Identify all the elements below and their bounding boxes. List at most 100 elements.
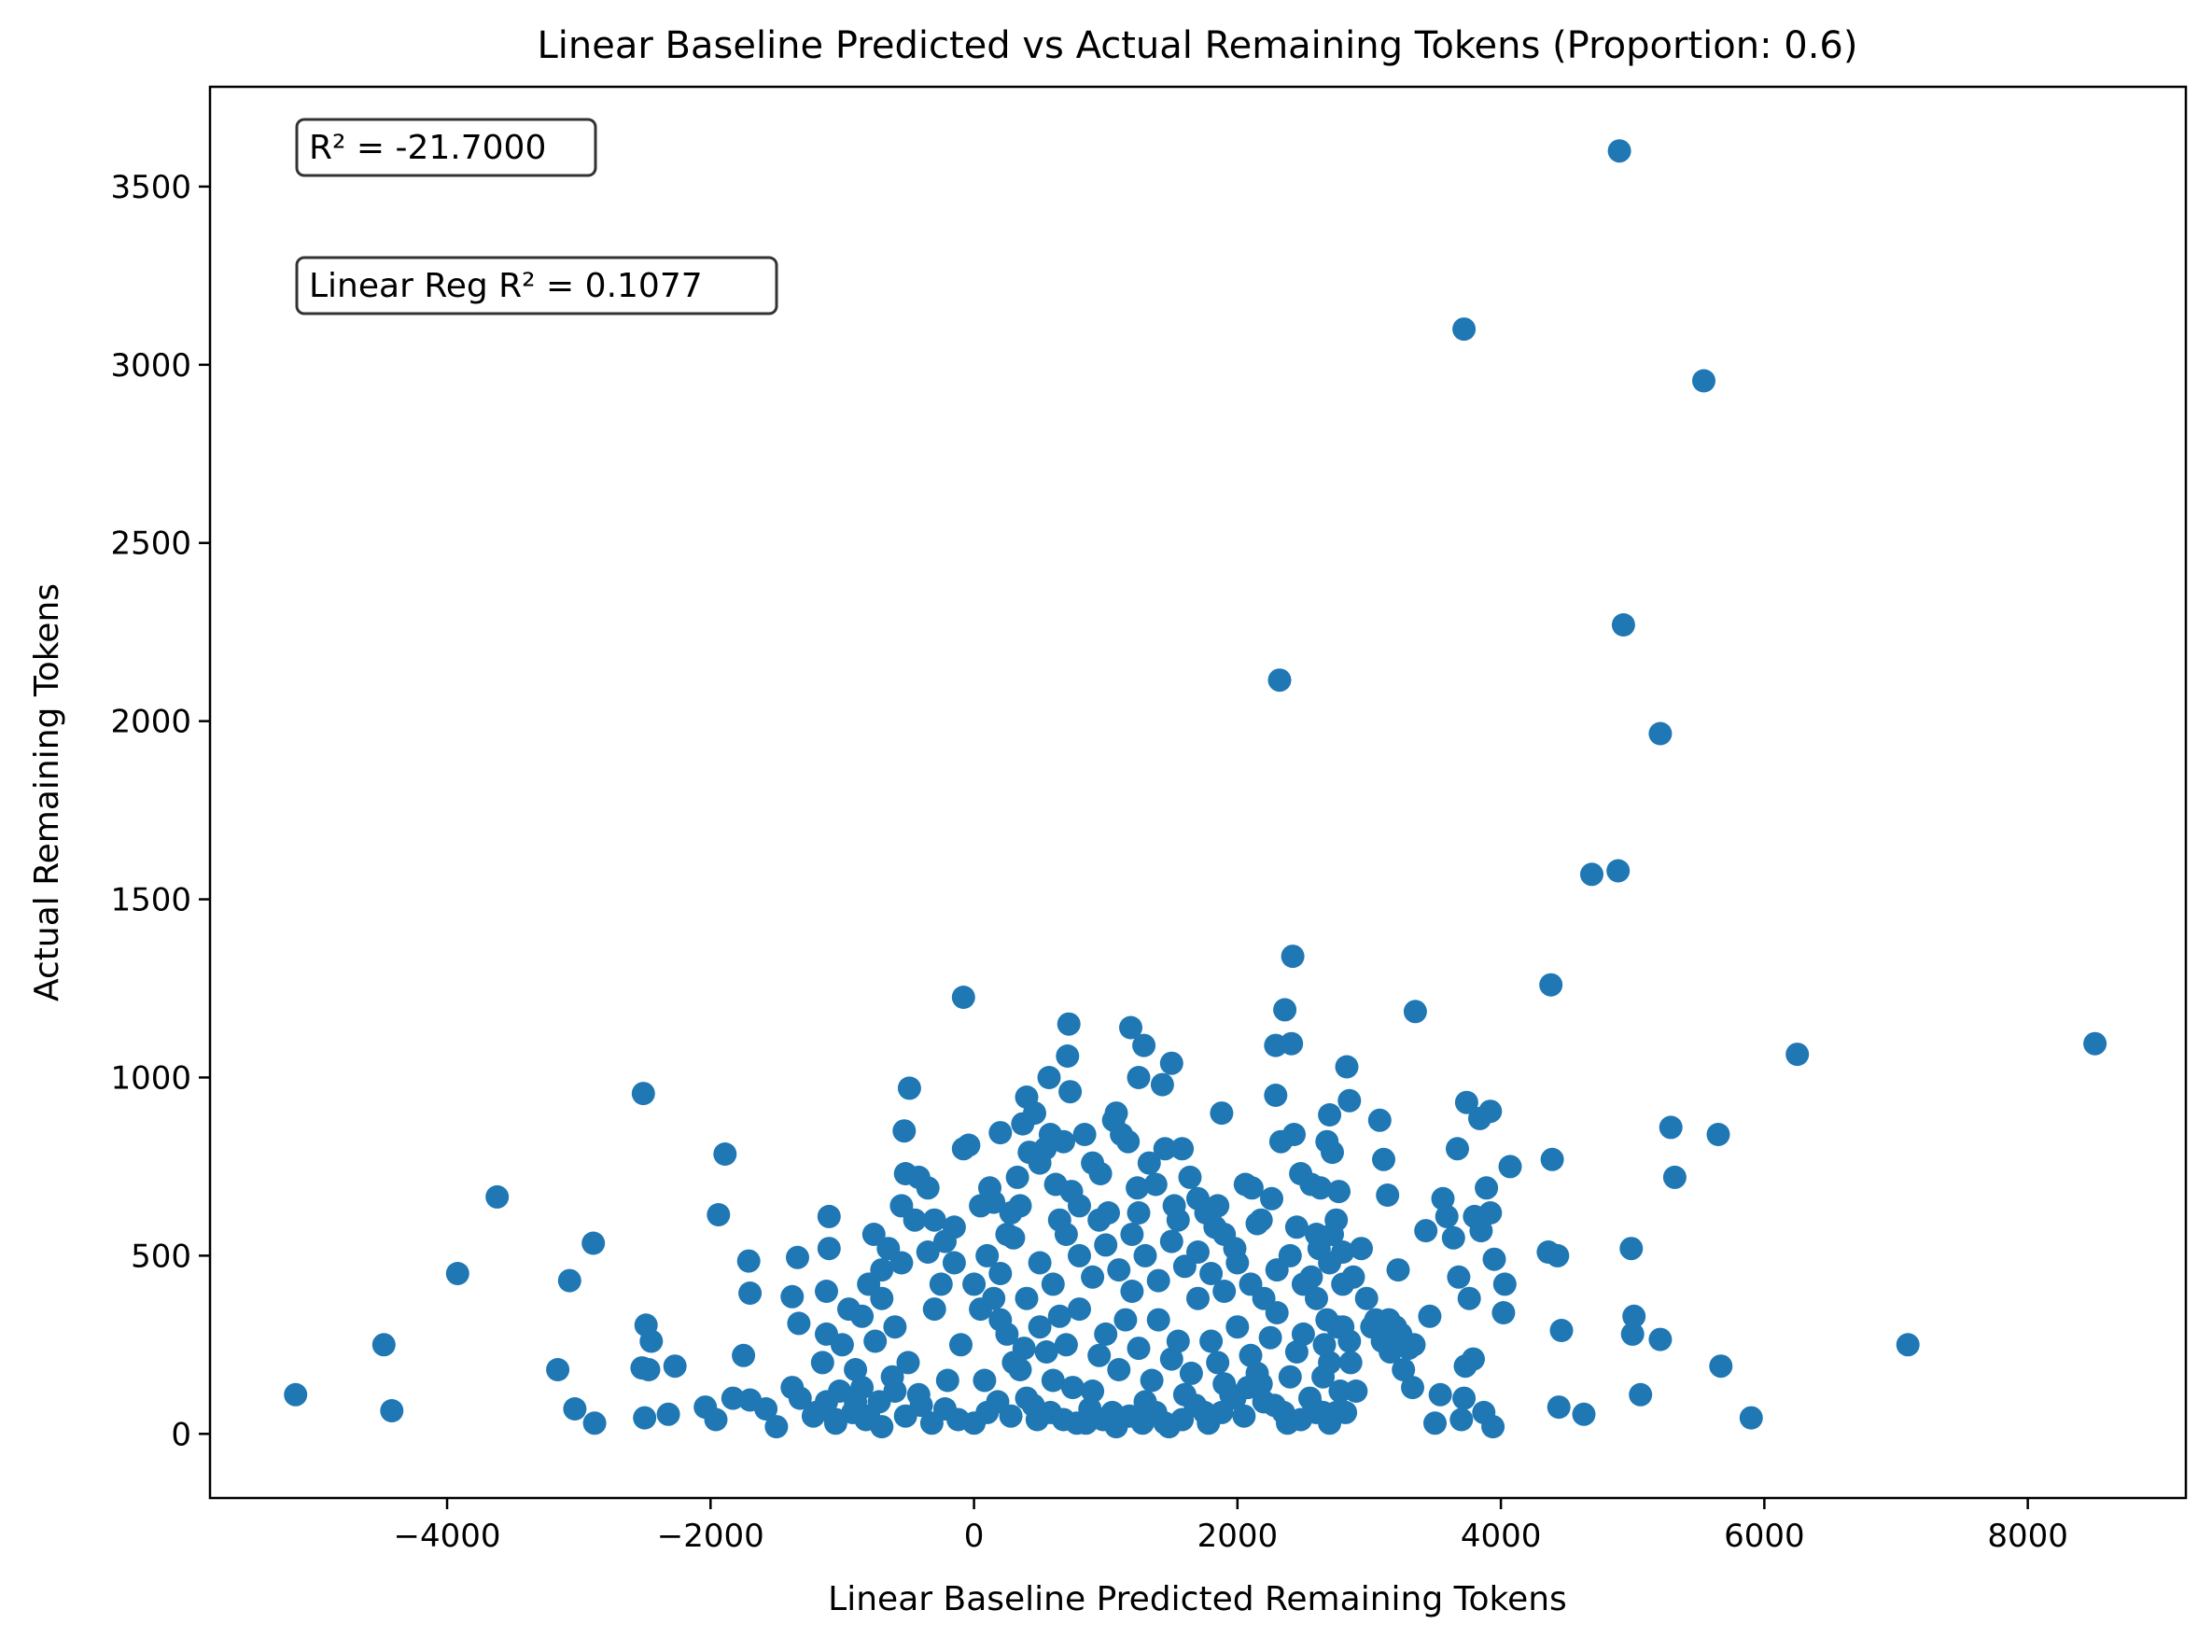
scatter-point (1127, 1201, 1151, 1225)
scatter-point (830, 1333, 854, 1357)
scatter-point (815, 1280, 838, 1303)
scatter-point (922, 1208, 946, 1232)
scatter-point (897, 1076, 921, 1100)
scatter-point (1337, 1088, 1362, 1113)
scatter-point (1068, 1243, 1091, 1267)
scatter-point (1199, 1329, 1224, 1353)
scatter-point (764, 1415, 789, 1439)
scatter-point (916, 1176, 940, 1200)
scatter-point (1068, 1194, 1091, 1218)
scatter-point (1094, 1233, 1118, 1257)
scatter-point (1376, 1183, 1400, 1207)
scatter-point (1120, 1280, 1144, 1303)
scatter-point (1372, 1147, 1395, 1171)
scatter-point (1334, 1400, 1358, 1424)
x-tick-label: −4000 (394, 1518, 501, 1555)
scatter-point (754, 1397, 778, 1421)
scatter-point (1005, 1165, 1029, 1189)
scatter-point (1183, 1393, 1208, 1418)
scatter-point (1023, 1101, 1046, 1126)
scatter-point (916, 1240, 940, 1264)
scatter-point (1133, 1243, 1157, 1267)
scatter-point (1706, 1123, 1730, 1146)
scatter-point (1146, 1308, 1170, 1332)
x-axis-ticks: −4000 −2000 0 2000 4000 6000 8000 (394, 1498, 2068, 1555)
y-tick-label: 500 (131, 1238, 191, 1275)
y-tick-label: 3500 (110, 169, 191, 206)
y-tick-label: 2500 (110, 525, 191, 563)
scatter-point (1379, 1340, 1403, 1364)
scatter-point (1491, 1301, 1516, 1324)
scatter-point (1186, 1286, 1210, 1310)
scatter-point (1119, 1015, 1142, 1040)
scatter-point (1328, 1379, 1352, 1403)
scatter-point (1206, 1351, 1230, 1375)
scatter-point (1264, 1084, 1288, 1107)
scatter-point (942, 1251, 966, 1275)
scatter-point (1206, 1194, 1230, 1218)
scatter-point (637, 1358, 661, 1381)
scatter-point (883, 1315, 907, 1339)
scatter-point (1447, 1265, 1471, 1289)
scatter-point (892, 1119, 917, 1143)
scatter-point (1212, 1280, 1237, 1303)
scatter-point (1481, 1415, 1505, 1439)
scatter-point (1367, 1108, 1392, 1132)
scatter-point (870, 1286, 894, 1310)
scatter-point (1280, 1031, 1304, 1056)
scatter-point (1060, 1376, 1085, 1400)
scatter-point (1239, 1343, 1263, 1367)
scatter-point (1008, 1194, 1032, 1218)
scatter-point (633, 1406, 657, 1430)
scatter-point (1335, 1055, 1359, 1079)
scatter-point (732, 1343, 756, 1367)
scatter-point (1309, 1176, 1333, 1200)
scatter-point (284, 1382, 308, 1407)
scatter-point (1225, 1315, 1250, 1339)
scatter-point (1179, 1361, 1203, 1385)
scatter-point (1041, 1272, 1065, 1296)
scatter-point (988, 1121, 1013, 1145)
scatter-point (1606, 859, 1631, 883)
scatter-point (738, 1281, 763, 1305)
scatter-point (867, 1390, 891, 1414)
scatter-point (1549, 1319, 1574, 1342)
scatter-point (1469, 1219, 1493, 1243)
scatter-point (1107, 1358, 1131, 1381)
scatter-point (1094, 1322, 1118, 1346)
scatter-point (942, 1215, 966, 1239)
scatter-point (1262, 1393, 1286, 1418)
scatter-point (1153, 1137, 1177, 1161)
points-layer (284, 139, 2107, 1439)
scatter-point (1580, 862, 1603, 887)
scatter-point (1056, 1044, 1080, 1068)
scatter-point (1278, 1243, 1302, 1267)
scatter-point (1068, 1297, 1091, 1322)
scatter-point (841, 1400, 865, 1424)
scatter-point (863, 1329, 888, 1353)
scatter-point (1648, 721, 1673, 746)
x-tick-label: 4000 (1461, 1518, 1542, 1555)
scatter-point (922, 1297, 946, 1322)
scatter-point (1284, 1215, 1309, 1239)
scatter-point (786, 1245, 809, 1269)
scatter-point (1166, 1208, 1190, 1232)
scatter-point (995, 1322, 1019, 1346)
scatter-point (1028, 1315, 1052, 1339)
scatter-point (1281, 945, 1305, 969)
scatter-point (1282, 1123, 1306, 1146)
scatter-point (1662, 1165, 1687, 1189)
scatter-point (1338, 1351, 1363, 1375)
scatter-point (1267, 668, 1292, 693)
scatter-point (1629, 1382, 1653, 1407)
x-axis-label: Linear Baseline Predicted Remaining Toke… (828, 1580, 1567, 1618)
scatter-point (1572, 1402, 1596, 1426)
y-tick-label: 1500 (110, 882, 191, 919)
scatter-point (870, 1258, 894, 1282)
scatter-point (1159, 1229, 1183, 1253)
scatter-point (1088, 1162, 1113, 1185)
scatter-point (1414, 1219, 1438, 1243)
scatter-point (1284, 1340, 1309, 1364)
scatter-point (788, 1386, 812, 1410)
scatter-point (787, 1311, 811, 1336)
